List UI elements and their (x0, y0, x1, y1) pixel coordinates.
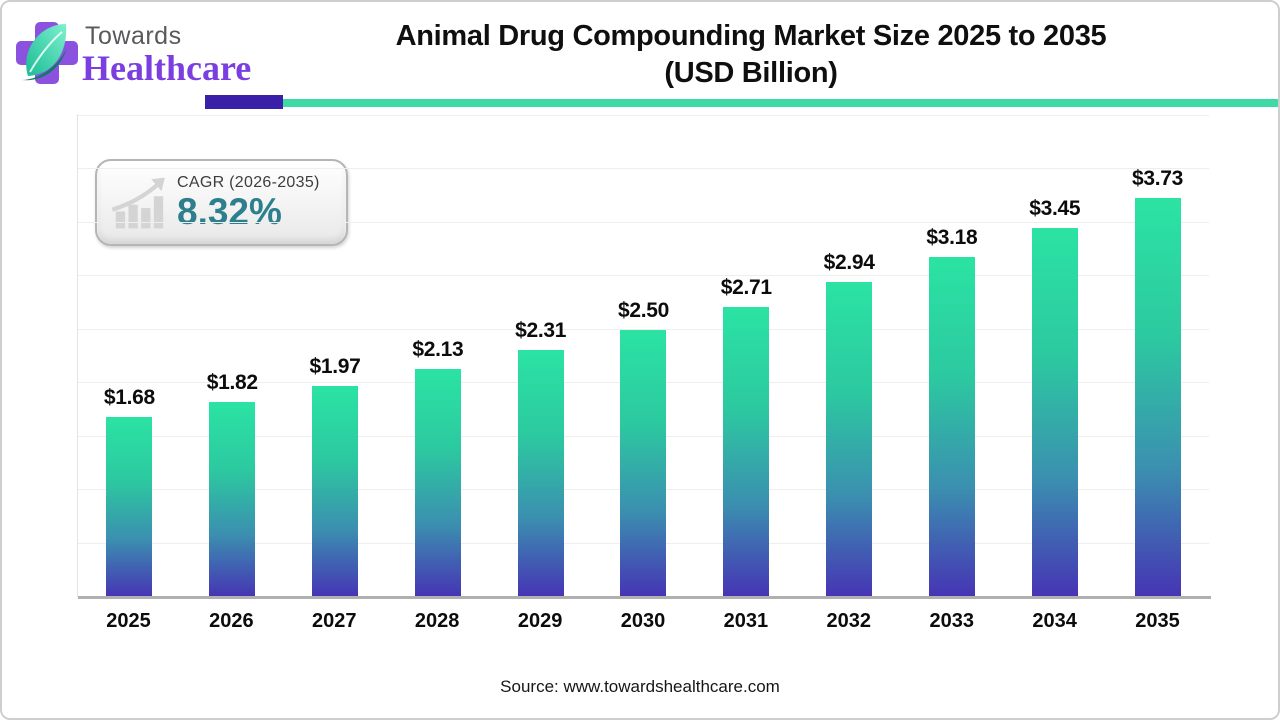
bar-value-label: $3.45 (1029, 196, 1081, 220)
x-axis-labels: 2025 2026 2027 2028 2029 2030 2031 2032 2033 2034… (77, 610, 1209, 633)
bar-2031 (723, 307, 770, 597)
year-label-2032: 2032 (826, 610, 872, 632)
bar-group-2030: $2.50 (592, 114, 695, 597)
year-label-2034: 2034 (1032, 610, 1077, 632)
year-label-2028: 2028 (414, 610, 460, 632)
year-label-2025: 2025 (106, 610, 151, 632)
year-label-2033: 2033 (929, 610, 974, 632)
bar-value-label: $2.94 (823, 251, 875, 275)
bar-value-label: $1.97 (309, 355, 361, 379)
bar-value-label: $2.71 (720, 276, 772, 300)
growth-chart-icon (111, 177, 165, 228)
cagr-badge: CAGR (2026-2035) 8.32% (95, 159, 348, 246)
x-axis-line (78, 596, 1211, 599)
year-label-2030: 2030 (620, 610, 666, 632)
gridline (78, 328, 1209, 330)
gridline (78, 275, 1209, 276)
medical-cross-leaf-icon (16, 22, 78, 84)
gridline (78, 221, 1209, 223)
divider-teal-line (283, 99, 1278, 107)
bar-group-2028: $2.13 (386, 114, 489, 597)
bar-2026 (209, 402, 256, 597)
year-label-2027: 2027 (312, 610, 357, 632)
bar-group-2029: $2.31 (489, 114, 592, 597)
bar-group-2025: $1.68 (78, 114, 181, 597)
bar-value-label: $2.31 (515, 318, 567, 342)
bar-2033 (928, 256, 975, 597)
bars-row: $1.68 $1.82 $1.97 $2.13 $2.31 $2.50 $2.71 $2.94… (78, 114, 1209, 597)
bar-2030 (620, 329, 667, 597)
divider-purple-segment (205, 95, 283, 109)
year-label-2035: 2035 (1135, 610, 1180, 632)
bar-2032 (826, 282, 873, 597)
bar-2034 (1031, 227, 1078, 597)
bar-2029 (517, 349, 564, 597)
bar-group-2035: $3.73 (1106, 114, 1209, 597)
chart-title-line2: (USD Billion) (664, 57, 838, 89)
chart-title-line1: Animal Drug Compounding Market Size 2025… (395, 20, 1107, 52)
year-label-2031: 2031 (723, 610, 769, 632)
bar-group-2027: $1.97 (284, 114, 387, 597)
year-label-2026: 2026 (209, 610, 254, 632)
chart-title: Animal Drug Compounding Market Size 2025… (228, 18, 1274, 92)
cagr-texts: CAGR (2026-2035) 8.32% (175, 174, 346, 232)
logo-text-towards: Towards (85, 22, 182, 50)
logo-text-healthcare: Healthcare (82, 48, 252, 88)
plot-area: $1.68 $1.82 $1.97 $2.13 $2.31 $2.50 $2.71 $2.94… (77, 114, 1211, 599)
source-text: Source: www.towardshealthcare.com (500, 677, 780, 696)
bar-group-2026: $1.82 (181, 114, 284, 597)
gridline (78, 114, 1209, 116)
bar-2035 (1134, 197, 1181, 597)
bar-2025 (106, 417, 153, 597)
bar-group-2032: $2.94 (798, 114, 901, 597)
bar-2027 (312, 386, 359, 597)
bar-group-2031: $2.71 (695, 114, 798, 597)
bar-value-label: $1.68 (103, 386, 155, 410)
cagr-label: CAGR (2026-2035) (177, 173, 320, 191)
bar-value-label: $3.73 (1132, 166, 1184, 190)
bar-value-label: $2.13 (412, 338, 464, 362)
bar-group-2034: $3.45 (1003, 114, 1106, 597)
towards-healthcare-logo: Towards Healthcare (12, 14, 312, 99)
bar-value-label: $3.18 (926, 225, 978, 249)
bar-value-label: $1.82 (206, 371, 258, 395)
gridline (78, 168, 1209, 169)
year-label-2029: 2029 (517, 610, 563, 632)
bar-value-label: $2.50 (617, 298, 669, 322)
bar-group-2033: $3.18 (901, 114, 1004, 597)
bar-2028 (414, 369, 461, 597)
cagr-value: 8.32% (177, 190, 282, 232)
